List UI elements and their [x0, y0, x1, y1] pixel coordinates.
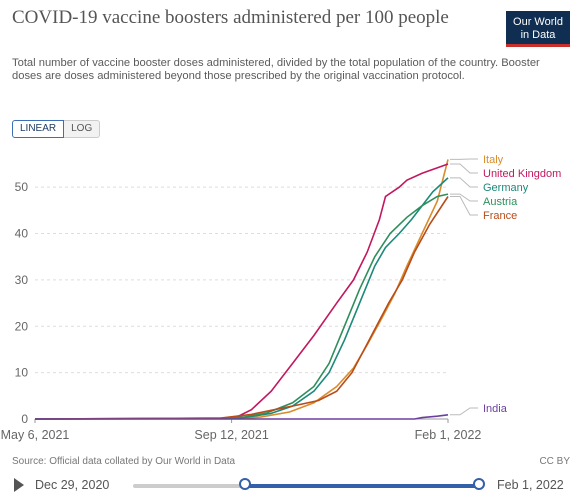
play-icon[interactable]	[14, 478, 24, 492]
logo-line2: in Data	[520, 29, 556, 41]
timeline-selected-range	[244, 484, 480, 488]
license-label[interactable]: CC BY	[539, 456, 570, 467]
timeline-end-handle[interactable]	[473, 478, 485, 490]
y-tick-label: 30	[15, 273, 29, 287]
legend-label-united-kingdom[interactable]: United Kingdom	[483, 168, 561, 180]
y-tick-label: 20	[15, 319, 29, 333]
legend-connector	[450, 407, 478, 416]
series-line-india[interactable]	[35, 414, 449, 420]
legend-label-germany[interactable]: Germany	[483, 182, 529, 194]
y-tick-label: 40	[15, 227, 29, 241]
legend-connector	[450, 177, 478, 188]
series-line-germany[interactable]	[34, 177, 449, 420]
logo-line1: Our World	[513, 16, 563, 28]
y-tick-label: 10	[15, 366, 29, 380]
y-tick-label: 50	[15, 180, 29, 194]
timeline-end-label: Feb 1, 2022	[497, 478, 564, 492]
legend-connector	[450, 193, 478, 202]
series-line-france[interactable]	[34, 196, 449, 420]
x-tick-label: Feb 1, 2022	[415, 428, 482, 442]
chart-title: COVID-19 vaccine boosters administered p…	[12, 7, 449, 28]
chart-subtitle: Total number of vaccine booster doses ad…	[12, 57, 540, 82]
legend-connector	[450, 196, 478, 216]
line-chart: 0 10 20 30 40 50 May 6, 2021 Sep 12, 2021 Feb 1,…	[1, 154, 562, 442]
y-tick-label: 0	[21, 412, 28, 426]
legend-label-france[interactable]: France	[483, 210, 517, 222]
legend-label-india[interactable]: India	[483, 403, 508, 415]
scale-toggle: LINEAR LOG	[12, 120, 101, 138]
series-line-italy[interactable]	[34, 159, 449, 420]
logo-accent-bar	[506, 44, 570, 47]
x-tick-label: May 6, 2021	[1, 428, 70, 442]
log-scale-button[interactable]: LOG	[64, 120, 101, 138]
timeline-start-handle[interactable]	[239, 478, 251, 490]
timeline: Dec 29, 2020 Feb 1, 2022	[0, 474, 582, 496]
linear-scale-button[interactable]: LINEAR	[12, 120, 65, 138]
timeline-start-label: Dec 29, 2020	[35, 478, 110, 492]
legend-connector	[450, 163, 478, 174]
source-note: Source: Official data collated by Our Wo…	[12, 456, 236, 467]
legend-label-italy[interactable]: Italy	[483, 154, 504, 166]
owid-logo[interactable]: Our World in Data	[506, 11, 570, 47]
series-line-united-kingdom[interactable]	[34, 163, 449, 420]
series-line-austria[interactable]	[34, 193, 449, 420]
legend-label-austria[interactable]: Austria	[483, 196, 518, 208]
x-tick-label: Sep 12, 2021	[194, 428, 268, 442]
